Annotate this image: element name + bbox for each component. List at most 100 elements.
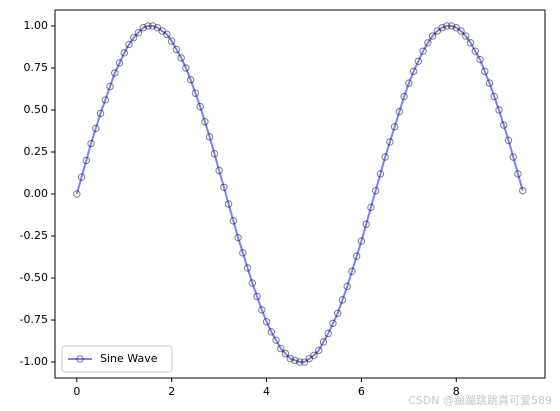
marker bbox=[400, 92, 408, 101]
marker bbox=[281, 349, 290, 358]
marker bbox=[139, 23, 147, 32]
marker bbox=[338, 296, 347, 304]
x-tick-label: 0 bbox=[73, 385, 80, 398]
marker bbox=[272, 336, 280, 344]
marker bbox=[191, 89, 200, 97]
marker bbox=[96, 109, 105, 118]
marker bbox=[239, 249, 247, 257]
marker bbox=[315, 346, 323, 354]
marker bbox=[262, 318, 271, 326]
marker bbox=[466, 39, 475, 47]
marker bbox=[134, 28, 143, 37]
marker bbox=[215, 166, 223, 175]
marker bbox=[258, 306, 266, 314]
marker bbox=[196, 102, 204, 111]
y-tick-label: 0.25 bbox=[24, 145, 49, 158]
marker bbox=[186, 76, 195, 84]
axes-frame bbox=[54, 9, 546, 379]
marker bbox=[362, 220, 370, 228]
marker bbox=[443, 22, 451, 30]
marker bbox=[428, 32, 437, 40]
marker bbox=[229, 217, 238, 225]
marker bbox=[352, 252, 361, 260]
marker bbox=[509, 153, 517, 161]
marker bbox=[424, 39, 432, 47]
marker bbox=[77, 173, 86, 181]
y-tick-label: 0.00 bbox=[24, 187, 49, 200]
marker bbox=[390, 123, 399, 131]
marker bbox=[395, 107, 404, 116]
marker bbox=[519, 186, 527, 195]
marker bbox=[267, 328, 276, 336]
y-tick-label: -0.25 bbox=[20, 229, 48, 242]
marker bbox=[485, 79, 494, 87]
marker bbox=[376, 170, 385, 178]
marker bbox=[125, 40, 133, 49]
marker bbox=[471, 47, 479, 55]
y-tick-label: 1.00 bbox=[24, 19, 49, 32]
marker bbox=[457, 27, 465, 35]
marker bbox=[348, 267, 356, 275]
marker bbox=[210, 149, 219, 158]
y-tick-label: -1.00 bbox=[20, 355, 48, 368]
marker bbox=[405, 79, 413, 87]
marker bbox=[500, 121, 508, 129]
marker bbox=[438, 23, 446, 32]
marker bbox=[87, 139, 95, 148]
marker bbox=[120, 49, 128, 57]
y-tick-label: 0.75 bbox=[24, 61, 49, 74]
watermark: CSDN @蹦蹦跳跳真可爱589 bbox=[408, 393, 552, 407]
marker bbox=[381, 153, 389, 161]
marker bbox=[447, 22, 456, 30]
marker bbox=[324, 329, 332, 338]
marker bbox=[495, 106, 503, 114]
marker bbox=[291, 356, 299, 365]
marker bbox=[172, 45, 181, 54]
x-tick-label: 2 bbox=[168, 385, 175, 398]
legend-label: Sine Wave bbox=[100, 352, 158, 365]
marker bbox=[414, 57, 423, 65]
marker bbox=[243, 264, 252, 272]
x-tick-label: 8 bbox=[453, 385, 460, 398]
marker bbox=[149, 22, 157, 30]
marker bbox=[111, 69, 119, 77]
marker bbox=[462, 32, 470, 40]
marker bbox=[371, 186, 380, 195]
marker bbox=[248, 279, 257, 287]
marker bbox=[253, 292, 261, 301]
marker bbox=[220, 183, 228, 191]
marker bbox=[167, 37, 176, 45]
marker bbox=[82, 156, 91, 165]
y-tick-label: 0.50 bbox=[24, 103, 49, 116]
marker bbox=[481, 67, 489, 76]
marker bbox=[92, 124, 100, 133]
y-tick-label: -0.50 bbox=[20, 271, 48, 284]
marker bbox=[115, 59, 124, 67]
marker bbox=[224, 200, 233, 208]
legend-marker bbox=[76, 355, 84, 363]
marker bbox=[182, 64, 190, 72]
marker bbox=[514, 170, 522, 178]
marker bbox=[234, 233, 242, 242]
marker bbox=[286, 354, 294, 363]
x-tick-label: 4 bbox=[263, 385, 270, 398]
marker bbox=[130, 34, 138, 42]
legend-box bbox=[61, 345, 173, 373]
marker bbox=[490, 92, 498, 101]
marker bbox=[476, 55, 484, 64]
marker bbox=[367, 203, 375, 212]
marker bbox=[101, 96, 109, 104]
marker bbox=[409, 67, 418, 76]
marker bbox=[73, 190, 81, 198]
marker bbox=[419, 47, 427, 55]
marker bbox=[310, 351, 318, 360]
marker bbox=[343, 282, 351, 291]
marker bbox=[357, 237, 366, 245]
marker bbox=[334, 309, 342, 318]
marker bbox=[386, 138, 394, 146]
marker bbox=[504, 136, 513, 144]
y-tick-label: -0.75 bbox=[20, 313, 48, 326]
marker bbox=[205, 133, 214, 141]
